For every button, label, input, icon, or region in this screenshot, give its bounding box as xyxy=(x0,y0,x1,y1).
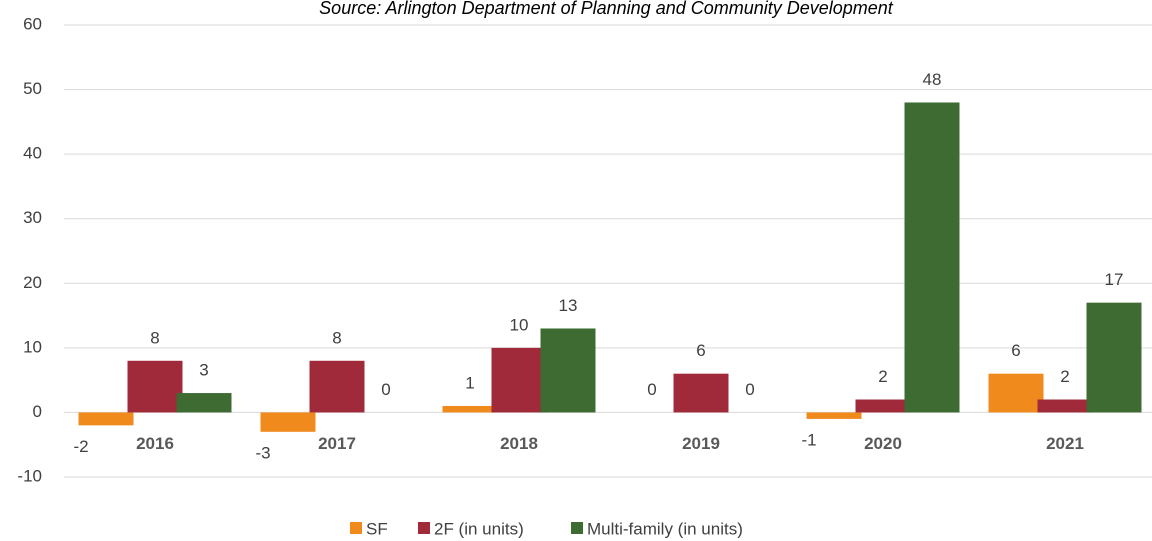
legend-label: Multi-family (in units) xyxy=(587,519,743,538)
y-tick-label: 0 xyxy=(33,402,42,421)
data-label: 0 xyxy=(745,380,754,399)
data-label: -1 xyxy=(801,430,816,449)
data-label: 0 xyxy=(381,380,390,399)
bar xyxy=(1086,302,1142,413)
x-tick-label: 2019 xyxy=(682,434,720,453)
y-tick-label: 40 xyxy=(23,144,42,163)
data-label: -3 xyxy=(255,443,270,462)
data-label: 0 xyxy=(647,380,656,399)
data-label: 10 xyxy=(510,315,529,334)
x-tick-label: 2018 xyxy=(500,434,538,453)
data-label: 6 xyxy=(696,341,705,360)
x-tick-label: 2020 xyxy=(864,434,902,453)
bar xyxy=(442,405,498,413)
x-tick-label: 2016 xyxy=(136,434,174,453)
y-tick-label: 10 xyxy=(23,337,42,356)
bar xyxy=(855,399,911,413)
chart-subtitle: Source: Arlington Department of Planning… xyxy=(319,0,894,18)
y-tick-label: 20 xyxy=(23,273,42,292)
data-label: 8 xyxy=(332,328,341,347)
y-tick-label: 60 xyxy=(23,14,42,33)
bar xyxy=(673,373,729,413)
bar xyxy=(988,373,1044,413)
bar xyxy=(904,102,960,413)
y-tick-label: -10 xyxy=(17,466,42,485)
data-label: 2 xyxy=(878,367,887,386)
data-label: 13 xyxy=(559,296,578,315)
legend-swatch xyxy=(571,522,583,534)
bar xyxy=(127,360,183,413)
data-label: 2 xyxy=(1060,367,1069,386)
x-tick-label: 2017 xyxy=(318,434,356,453)
data-label: 6 xyxy=(1011,341,1020,360)
data-label: 3 xyxy=(199,361,208,380)
bar xyxy=(540,328,596,413)
x-tick-label: 2021 xyxy=(1046,434,1084,453)
bar xyxy=(309,360,365,413)
data-label: 8 xyxy=(150,328,159,347)
data-label: 48 xyxy=(923,70,942,89)
legend-swatch xyxy=(418,522,430,534)
bar xyxy=(176,393,232,413)
bar xyxy=(78,412,134,426)
data-label: 1 xyxy=(465,373,474,392)
y-tick-label: 30 xyxy=(23,208,42,227)
data-label: -2 xyxy=(73,437,88,456)
legend-label: SF xyxy=(366,519,388,538)
data-label: 17 xyxy=(1105,270,1124,289)
legend-label: 2F (in units) xyxy=(434,519,524,538)
bar xyxy=(260,412,316,432)
y-tick-label: 50 xyxy=(23,79,42,98)
bar xyxy=(491,347,547,413)
bar xyxy=(1037,399,1093,413)
bar xyxy=(806,412,862,419)
legend-swatch xyxy=(350,522,362,534)
